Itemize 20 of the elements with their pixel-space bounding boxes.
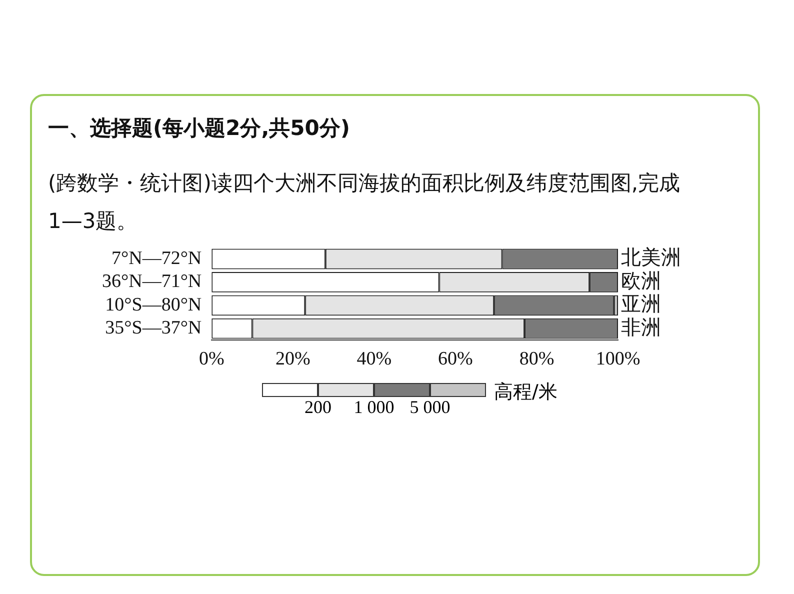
y-tick-label: 35°S—37°N [105, 318, 202, 339]
x-tick-label: 20% [275, 348, 310, 370]
text: 北美洲 [621, 245, 681, 270]
text: 亚洲 [621, 292, 661, 316]
chart-title: 一、选择题(每小题2分,共50分) [48, 115, 350, 142]
y-tick-label: 36°N—71°N [102, 271, 202, 292]
text: 1 000 [354, 397, 394, 418]
text: 5 000 [410, 397, 450, 418]
x-tick-label: 60% [438, 348, 474, 370]
y-tick-label: 7°N—72°N [112, 248, 202, 269]
x-tick-label: 40% [356, 348, 392, 370]
text: 200 [304, 397, 332, 418]
text: 非洲 [621, 314, 661, 339]
text: 欧洲 [621, 268, 661, 292]
chart-subtitle: (跨数学・统计图)读四个大洲不同海拔的面积比例及纬度范围图,完成1—3题。 [48, 170, 682, 235]
y-tick-label: 10°S—80°N [105, 294, 202, 316]
x-tick-label: 80% [519, 348, 554, 370]
x-tick-label: 0% [198, 348, 224, 370]
x-tick-label: 100% [596, 348, 640, 370]
legend-title: 高程/米 [494, 380, 558, 405]
